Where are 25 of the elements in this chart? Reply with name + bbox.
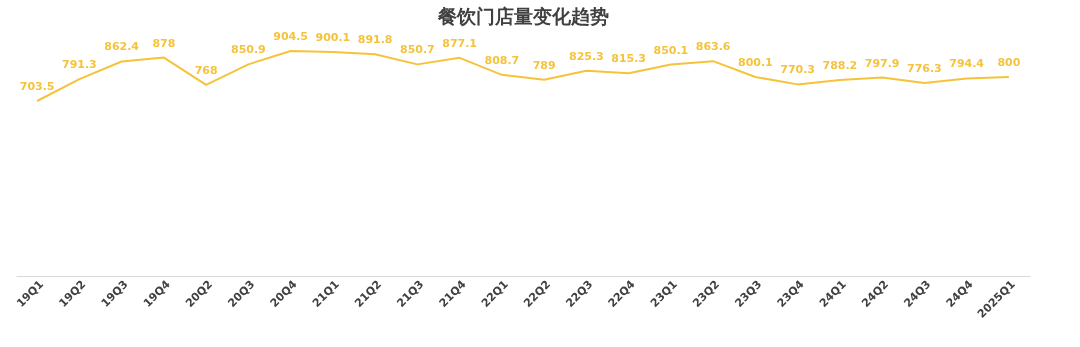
- data-label: 789: [532, 58, 556, 72]
- data-label: 800: [997, 56, 1021, 69]
- data-label: 776.3: [906, 61, 942, 75]
- data-label: 863.6: [695, 40, 731, 54]
- data-label: 825.3: [568, 49, 604, 63]
- data-label: 891.8: [357, 33, 393, 47]
- data-label: 797.9: [864, 56, 900, 70]
- chart-title: 餐饮门店量变化趋势: [436, 5, 609, 27]
- data-label: 808.7: [484, 53, 520, 67]
- data-label: 850.1: [653, 43, 689, 57]
- data-label: 788.2: [822, 58, 858, 72]
- data-label: 815.3: [611, 52, 647, 66]
- data-label: 878: [152, 36, 176, 50]
- data-label: 904.5: [273, 30, 309, 43]
- data-label: 794.4: [949, 57, 985, 71]
- data-label: 900.1: [315, 31, 351, 45]
- data-label: 850.7: [399, 43, 435, 57]
- data-label: 770.3: [780, 63, 816, 77]
- data-label: 862.4: [104, 40, 140, 54]
- data-label: 850.9: [230, 43, 266, 57]
- data-label: 800.1: [737, 55, 773, 69]
- data-label: 877.1: [442, 36, 478, 50]
- data-label: 768: [194, 63, 218, 77]
- data-label: 791.3: [61, 58, 97, 72]
- data-label: 703.5: [19, 80, 55, 93]
